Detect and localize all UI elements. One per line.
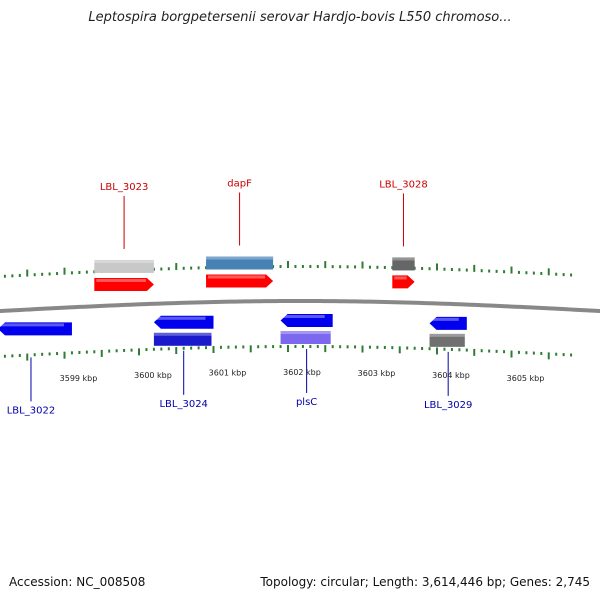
gene-arrow-LBL_3029[interactable]	[429, 316, 467, 330]
feature-bar-plsC[interactable]	[280, 331, 331, 345]
gene-label-LBL_3029: LBL_3029	[424, 400, 472, 411]
gene-label-dapF: dapF	[227, 178, 252, 189]
gene-labels: LBL_3022 LBL_3023 LBL_3024 dapF plsC LBL_3028…	[7, 178, 473, 416]
scale-label: 3602 kbp	[283, 368, 321, 377]
gene-label-LBL_3024: LBL_3024	[159, 399, 207, 410]
gene-arrow-LBL_3022[interactable]	[0, 322, 72, 336]
chromosome-backbone	[0, 299, 600, 313]
bottom-tick-row	[3, 345, 573, 361]
gene-arrow-plsC[interactable]	[280, 314, 333, 328]
scale-label: 3604 kbp	[432, 371, 470, 380]
gene-arrow-dapF[interactable]	[206, 274, 274, 288]
accession-text: Accession: NC_008508	[9, 575, 146, 589]
gene-arrow-LBL_3024[interactable]	[153, 315, 214, 329]
feature-bar-LBL_3023[interactable]	[94, 259, 154, 273]
scale-label: 3600 kbp	[134, 371, 172, 380]
gene-label-plsC: plsC	[296, 397, 317, 408]
scale-label: 3605 kbp	[507, 374, 545, 383]
genome-summary-text: Topology: circular; Length: 3,614,446 bp…	[260, 575, 590, 589]
scale-label: 3603 kbp	[358, 369, 396, 378]
feature-bar-LBL_3028[interactable]	[392, 257, 415, 271]
gene-arrow-LBL_3028[interactable]	[392, 275, 415, 289]
gene-arrow-LBL_3023[interactable]	[94, 277, 154, 291]
gene-features	[0, 256, 467, 347]
gene-label-LBL_3022: LBL_3022	[7, 405, 55, 416]
top-tick-row	[3, 261, 573, 278]
feature-bar-dapF[interactable]	[206, 256, 274, 270]
gene-label-LBL_3028: LBL_3028	[379, 179, 427, 190]
scale-label: 3601 kbp	[209, 369, 247, 378]
scale-labels: 3599 kbp 3600 kbp 3601 kbp 3602 kbp 3603 kbp…	[60, 368, 545, 383]
feature-bar-LBL_3029[interactable]	[429, 333, 465, 347]
scale-label: 3599 kbp	[60, 374, 98, 383]
feature-bar-LBL_3024[interactable]	[153, 332, 212, 346]
gene-label-LBL_3023: LBL_3023	[100, 182, 148, 193]
chromosome-title: Leptospira borgpetersenii serovar Hardjo…	[88, 10, 512, 25]
